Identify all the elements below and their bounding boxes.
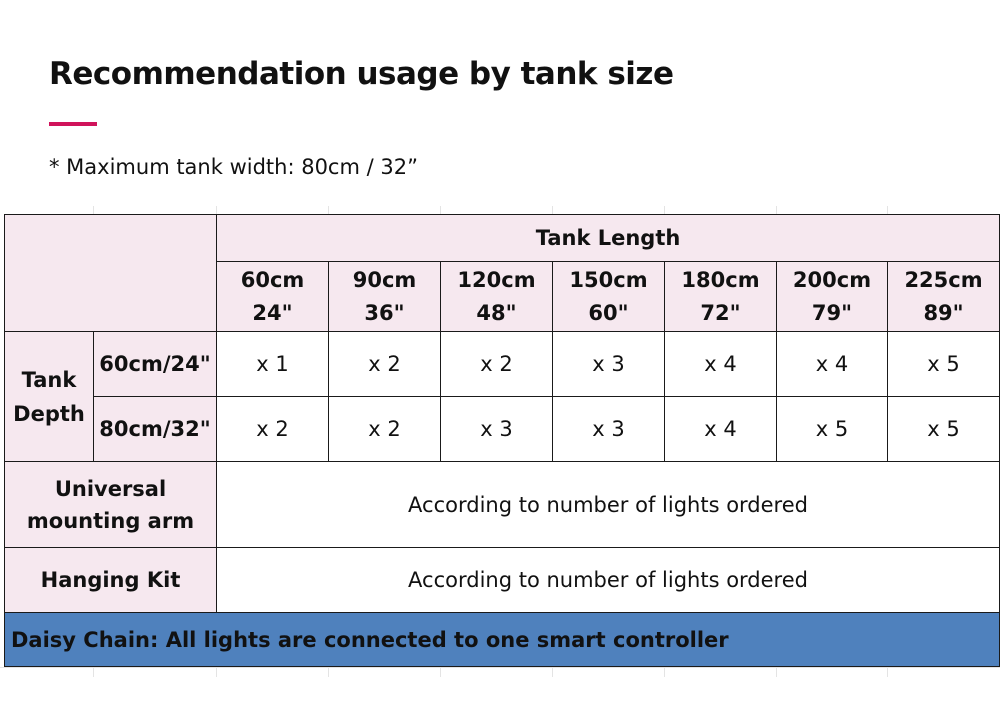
depth-row-60: Tank Depth 60cm/24" x 1 x 2 x 2 x 3 x 4 x…	[4, 331, 1000, 462]
length-col-90: 90cm 36"	[328, 261, 441, 332]
grid-remnant	[328, 667, 329, 677]
length-cm: 180cm	[681, 267, 760, 292]
qty-cell: x 3	[552, 396, 665, 462]
qty-cell: x 4	[776, 331, 888, 397]
qty-cell: x 5	[776, 396, 888, 462]
max-width-note: * Maximum tank width: 80cm / 32”	[49, 155, 418, 179]
length-col-200: 200cm 79"	[776, 261, 888, 332]
length-in: 36"	[364, 300, 405, 325]
length-cm: 120cm	[457, 267, 536, 292]
tank-length-header: Tank Length	[215, 214, 1000, 262]
daisy-chain-row: Daisy Chain: All lights are connected to…	[3, 612, 1000, 667]
qty-cell: x 3	[440, 396, 553, 462]
qty-cell: x 2	[440, 331, 553, 397]
grid-remnant	[440, 206, 441, 214]
qty-cell: x 5	[886, 331, 1000, 397]
grid-remnant	[216, 667, 217, 677]
grid-remnant	[887, 206, 888, 214]
qty-cell: x 2	[216, 396, 329, 462]
tank-depth-label: Tank Depth	[4, 331, 94, 462]
length-cm: 90cm	[352, 267, 417, 292]
length-in: 60"	[588, 300, 629, 325]
tank-depth-line2: Depth	[13, 401, 85, 426]
depth-row-80: 80cm/32" x 2 x 2 x 3 x 3 x 4 x 5 x 5	[5, 396, 1000, 462]
header-row-sizes: 60cm 24" 90cm 36" 120cm 48" 150cm 60" 180cm 7…	[5, 261, 1000, 332]
qty-cell: x 3	[552, 331, 665, 397]
grid-remnant	[552, 206, 553, 214]
grid-remnant	[216, 206, 217, 214]
qty-cell: x 1	[216, 331, 329, 397]
length-in: 72"	[700, 300, 741, 325]
grid-remnant	[776, 206, 777, 214]
mounting-arm-row: Universal mounting arm According to numbe…	[4, 461, 1000, 548]
length-in: 89"	[923, 300, 964, 325]
hanging-kit-label: Hanging Kit	[4, 547, 217, 613]
length-col-120: 120cm 48"	[440, 261, 553, 332]
tank-depth-line1: Tank	[21, 367, 77, 392]
page-title: Recommendation usage by tank size	[49, 56, 674, 92]
grid-remnant	[328, 206, 329, 214]
length-cm: 200cm	[792, 267, 872, 292]
length-in: 24"	[252, 300, 293, 325]
length-in: 48"	[476, 300, 517, 325]
length-col-60: 60cm 24"	[216, 261, 329, 332]
grid-remnant	[93, 206, 94, 214]
grid-remnant	[552, 667, 553, 677]
daisy-chain-banner: Daisy Chain: All lights are connected to…	[3, 612, 1000, 667]
grid-remnant	[664, 667, 665, 677]
grid-remnant	[776, 667, 777, 677]
title-accent-bar	[49, 122, 97, 126]
length-cm: 150cm	[569, 267, 648, 292]
depth-label-80: 80cm/32"	[93, 396, 217, 462]
grid-remnant	[0, 667, 1000, 668]
qty-cell: x 2	[328, 331, 441, 397]
qty-cell: x 2	[328, 396, 441, 462]
length-cm: 225cm	[904, 267, 983, 292]
depth-label-60: 60cm/24"	[93, 331, 217, 397]
length-col-225: 225cm 89"	[886, 261, 1000, 332]
header-row-length: Tank Length	[4, 214, 1000, 332]
mounting-arm-value: According to number of lights ordered	[215, 461, 1000, 548]
qty-cell: x 4	[664, 331, 777, 397]
length-cm: 60cm	[240, 267, 305, 292]
corner-cell	[4, 214, 217, 332]
qty-cell: x 4	[664, 396, 777, 462]
hanging-kit-value: According to number of lights ordered	[215, 547, 1000, 613]
grid-remnant	[887, 667, 888, 677]
length-col-150: 150cm 60"	[552, 261, 665, 332]
length-in: 79"	[811, 300, 853, 325]
mounting-arm-line2: mounting arm	[26, 508, 195, 533]
qty-cell: x 5	[886, 396, 1000, 462]
grid-remnant	[440, 667, 441, 677]
usage-table: Tank Length 60cm 24" 90cm 36" 120cm 48" 150…	[3, 214, 1000, 667]
hanging-kit-row: Hanging Kit According to number of light…	[4, 547, 1000, 613]
grid-remnant	[664, 206, 665, 214]
mounting-arm-label: Universal mounting arm	[4, 461, 217, 548]
grid-remnant	[93, 667, 94, 677]
length-col-180: 180cm 72"	[664, 261, 777, 332]
mounting-arm-line1: Universal	[54, 476, 167, 501]
